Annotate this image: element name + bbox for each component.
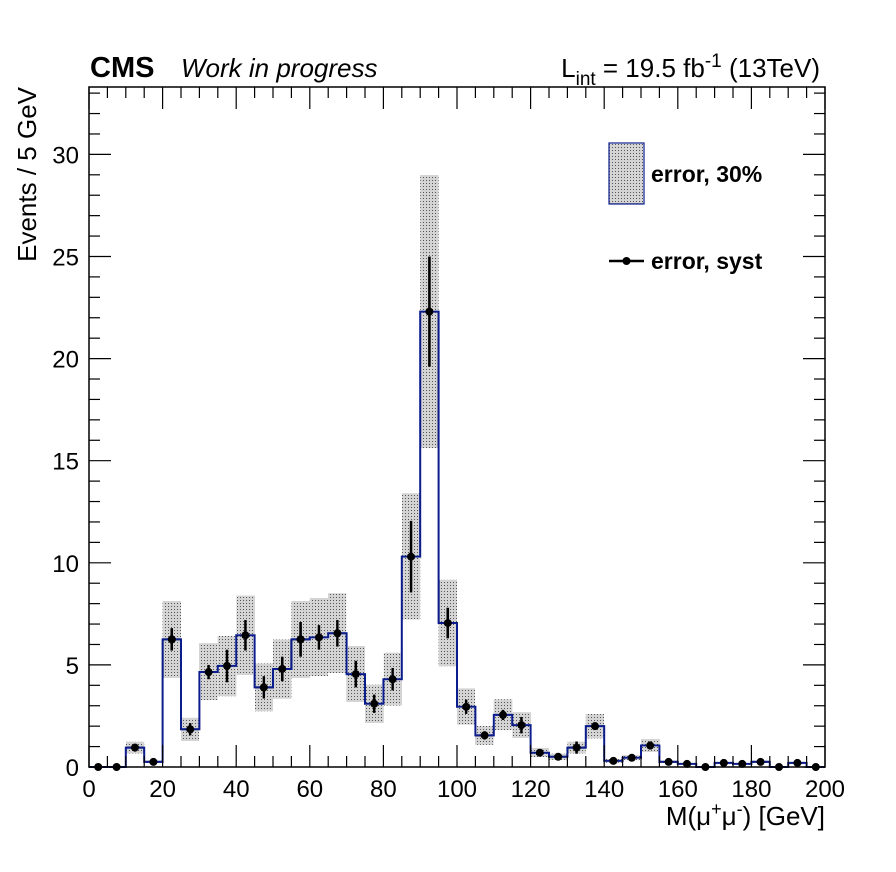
data-point (333, 629, 342, 638)
x-title-part-1: M(μ (666, 801, 711, 831)
data-point (664, 757, 673, 766)
x-tick-label: 200 (805, 776, 845, 803)
x-title-part-2: μ (722, 801, 737, 831)
y-axis-title: Events / 5 GeV (12, 86, 42, 262)
y-tick-label: 25 (52, 244, 79, 271)
status-label: Work in progress (181, 53, 378, 83)
data-point (315, 633, 323, 642)
x-title-sup-minus: - (737, 799, 743, 819)
legend-points-label: error, syst (651, 248, 763, 274)
data-point (572, 743, 581, 752)
lumi-value: = 19.5 fb (596, 53, 705, 83)
x-tick-label: 140 (584, 776, 624, 803)
data-point (407, 552, 415, 561)
data-point (738, 759, 747, 768)
legend: error, 30% error, syst (608, 142, 763, 274)
x-title-part-3: ) [GeV] (743, 801, 825, 831)
data-point (462, 702, 471, 711)
luminosity-label: Lint = 19.5 fb-1 (13TeV) (561, 51, 820, 90)
experiment-label: CMS (90, 52, 154, 84)
data-point (609, 756, 618, 765)
data-point (296, 635, 305, 644)
axes-layer: 0 20 40 60 80 100 120 140 160 180 200 0 5 10 15 20 25 30 (52, 87, 845, 803)
data-point (425, 307, 434, 316)
legend-points-marker (622, 257, 631, 265)
x-tick-label: 100 (437, 776, 477, 803)
data-point (241, 631, 250, 640)
lumi-superscript: -1 (705, 51, 722, 72)
data-point (554, 752, 563, 761)
data-point (131, 743, 139, 752)
data-point (204, 668, 213, 677)
lumi-energy: (13TeV) (722, 53, 820, 83)
data-point (278, 664, 287, 673)
x-tick-label: 0 (82, 776, 95, 803)
data-point (499, 710, 507, 719)
x-tick-label: 80 (370, 776, 397, 803)
x-axis-title: M(μ+μ-) [GeV] (666, 799, 825, 831)
x-tick-label: 40 (223, 776, 250, 803)
data-point (793, 758, 802, 767)
x-tick-label: 120 (511, 776, 551, 803)
data-point (756, 757, 765, 766)
data-point (480, 731, 489, 740)
data-point (259, 683, 268, 692)
y-tick-label: 20 (52, 347, 79, 374)
data-point (186, 725, 195, 734)
x-tick-label: 180 (731, 776, 771, 803)
data-point (443, 619, 452, 628)
legend-band-label: error, 30% (651, 161, 762, 187)
data-point (351, 670, 360, 679)
y-tick-label: 15 (52, 449, 79, 476)
data-points-layer (94, 256, 820, 771)
data-point (388, 675, 397, 684)
y-tick-label: 30 (52, 142, 79, 169)
histogram-layer (89, 310, 825, 768)
data-point (149, 757, 158, 766)
data-point (370, 699, 379, 708)
data-point (517, 721, 526, 730)
y-tick-label: 0 (66, 755, 79, 782)
x-tick-label: 60 (296, 776, 323, 803)
plot-frame (88, 86, 826, 768)
data-point (719, 758, 728, 767)
lumi-prefix: L (561, 53, 575, 83)
data-point (535, 748, 544, 757)
data-point (627, 753, 636, 762)
data-point (223, 661, 231, 670)
y-tick-label: 10 (52, 551, 79, 578)
data-point (683, 759, 691, 768)
x-tick-label: 20 (149, 776, 176, 803)
lumi-subscript: int (576, 69, 597, 90)
legend-band-swatch (608, 142, 645, 205)
histogram-outline (89, 310, 825, 768)
data-point (167, 635, 176, 644)
y-tick-label: 5 (66, 653, 79, 680)
x-title-sup-plus: + (711, 799, 722, 819)
x-tick-label: 160 (658, 776, 698, 803)
data-point (591, 722, 599, 731)
data-point (646, 741, 655, 750)
